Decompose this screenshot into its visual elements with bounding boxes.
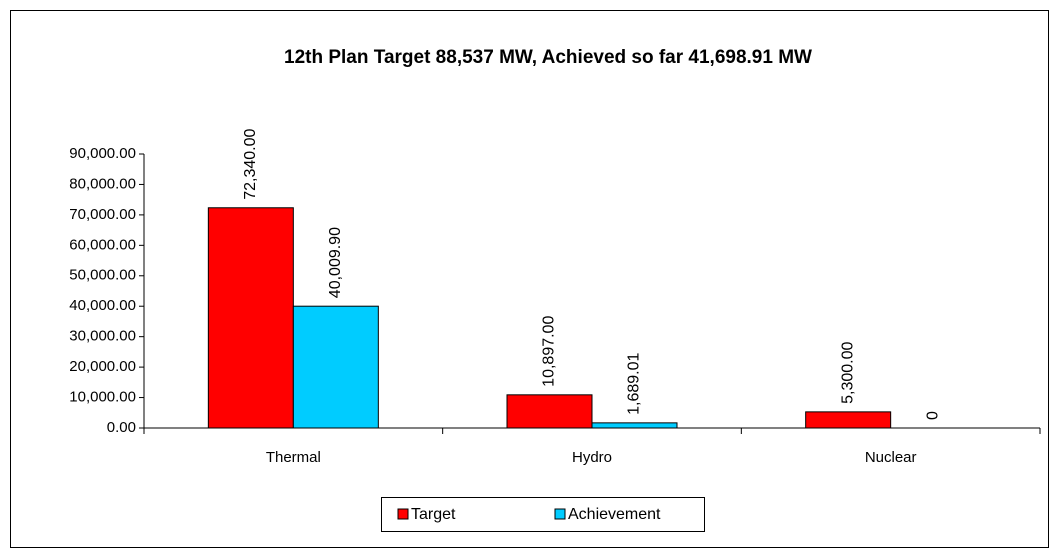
bar [805,411,892,429]
y-tick-label: 50,000.00 [69,267,136,284]
bar [292,305,379,429]
y-tick-label: 10,000.00 [69,389,136,406]
y-tick-label: 90,000.00 [69,145,136,162]
legend-label: Target [411,506,456,523]
y-tick-label: 20,000.00 [69,358,136,375]
legend-swatch [554,508,566,520]
data-label: 72,340.00 [242,128,259,199]
x-tick-label: Thermal [266,449,321,466]
y-tick-label: 0.00 [107,419,136,436]
y-tick-label: 30,000.00 [69,328,136,345]
chart-border [10,10,1049,548]
legend-label: Achievement [568,506,661,523]
y-tick-label: 80,000.00 [69,175,136,192]
y-tick-label: 70,000.00 [69,206,136,223]
data-label: 40,009.90 [327,227,344,298]
data-label: 10,897.00 [541,316,558,387]
legend [381,497,705,532]
legend-swatch [397,508,409,520]
bar [506,394,593,429]
x-tick-label: Hydro [572,449,612,466]
data-label: 0 [924,411,941,420]
data-label: 1,689.01 [626,352,643,414]
data-label: 5,300.00 [839,341,856,403]
chart-title: 12th Plan Target 88,537 MW, Achieved so … [284,47,812,68]
bar [207,207,294,429]
y-tick-label: 60,000.00 [69,236,136,253]
y-tick-label: 40,000.00 [69,297,136,314]
bar [591,422,678,429]
x-tick-label: Nuclear [865,449,917,466]
